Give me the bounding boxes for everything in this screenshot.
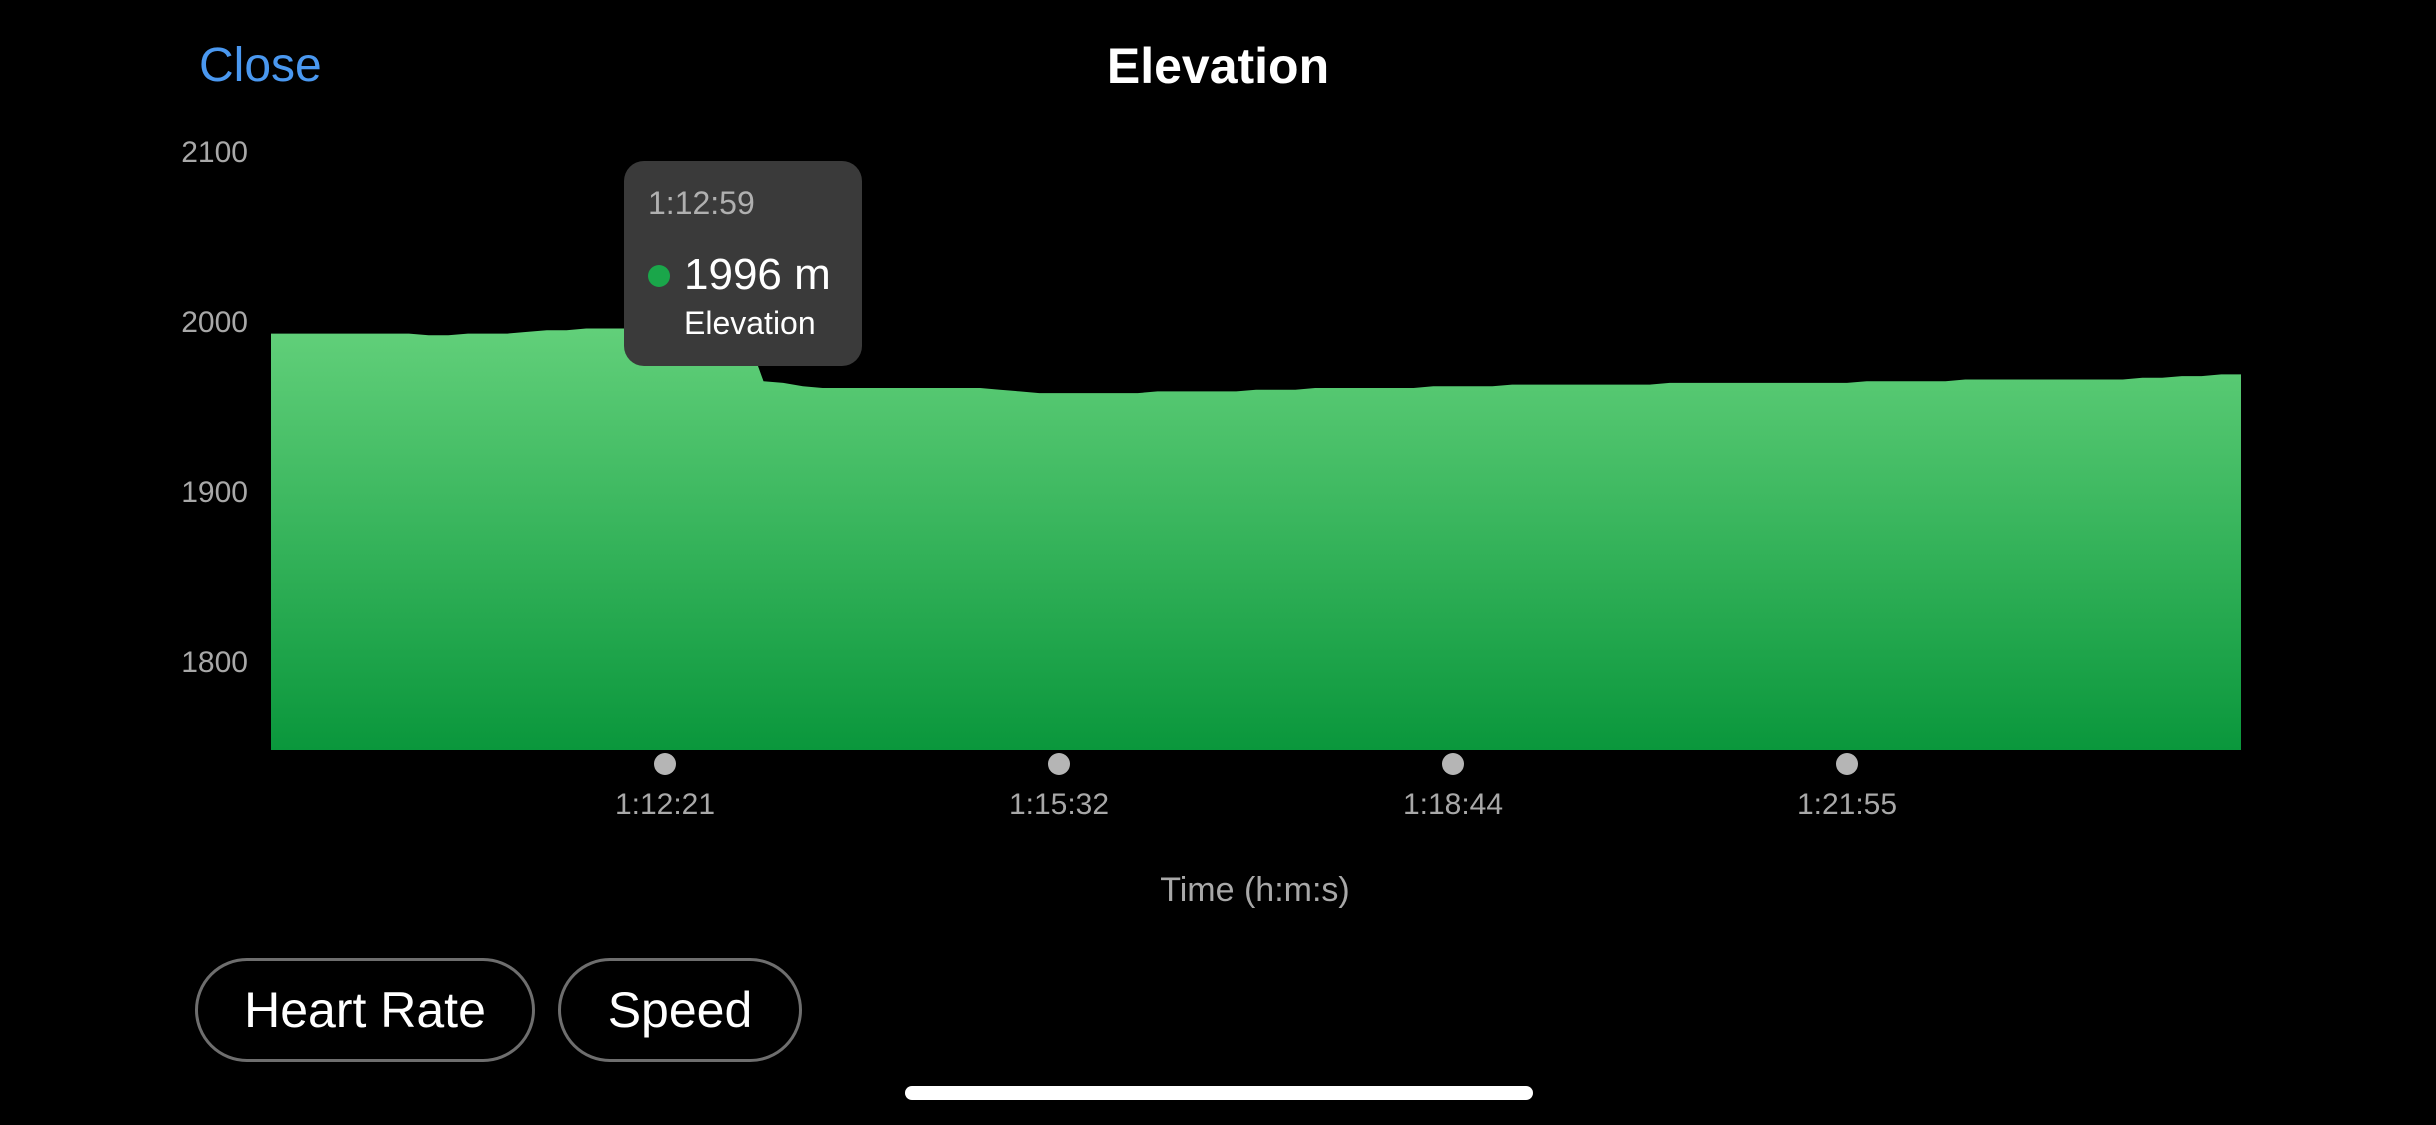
home-indicator[interactable] (905, 1086, 1533, 1100)
x-axis-title: Time (h:m:s) (1160, 871, 1350, 909)
x-tick-label: 1:15:32 (1009, 788, 1109, 821)
x-tick-label: 1:18:44 (1403, 788, 1503, 821)
value-tooltip: 1:12:59 1996 m Elevation (624, 161, 862, 366)
y-tick-label: 1800 (181, 646, 248, 679)
close-button[interactable]: Close (199, 39, 322, 92)
speed-button[interactable]: Speed (558, 958, 802, 1062)
tooltip-label: Elevation (684, 305, 816, 341)
heart-rate-button[interactable]: Heart Rate (195, 958, 535, 1062)
x-tick-marker[interactable] (1836, 753, 1858, 775)
x-tick-marker[interactable] (654, 753, 676, 775)
elevation-area (271, 326, 2241, 750)
y-tick-label: 2000 (181, 306, 248, 339)
x-tick-label: 1:12:21 (615, 788, 715, 821)
x-tick-label: 1:21:55 (1797, 788, 1897, 821)
series-dot-icon (648, 265, 670, 287)
y-tick-label: 1900 (181, 476, 248, 509)
tooltip-time: 1:12:59 (648, 185, 755, 221)
page-title: Elevation (1106, 38, 1330, 94)
y-tick-label: 2100 (181, 136, 248, 169)
tooltip-value: 1996 m (684, 250, 831, 299)
x-tick-marker[interactable] (1442, 753, 1464, 775)
x-tick-marker[interactable] (1048, 753, 1070, 775)
